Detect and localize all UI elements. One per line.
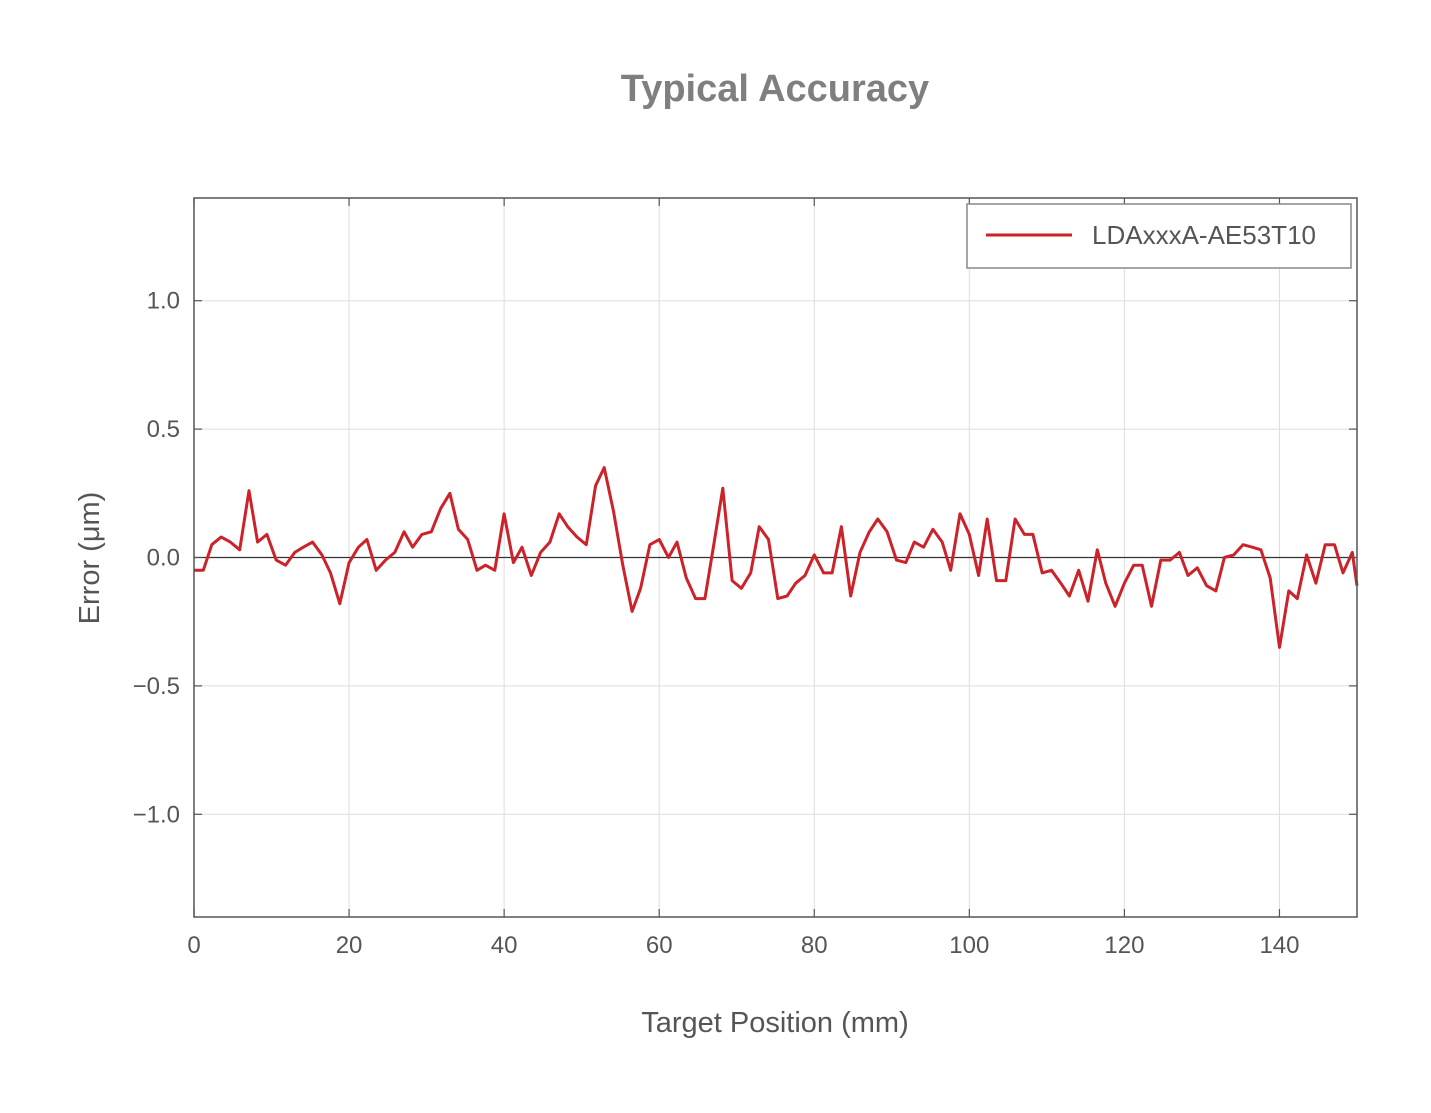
x-tick-label: 120	[1104, 932, 1144, 959]
y-tick-label: 0.0	[147, 545, 180, 572]
series-group	[194, 466, 1359, 649]
x-tick-label: 60	[646, 932, 673, 959]
x-tick-label: 140	[1259, 932, 1299, 959]
series-line	[194, 466, 1359, 649]
y-tick-label: 0.5	[147, 416, 180, 443]
y-tick-label: 1.0	[147, 288, 180, 315]
x-tick-label: 100	[949, 932, 989, 959]
y-tick-label: −0.5	[133, 673, 180, 700]
y-ticks: 1.0 0.5 0.0 −0.5 −1.0	[133, 288, 1357, 828]
x-tick-label: 40	[491, 932, 518, 959]
x-axis-label: Target Position (mm)	[641, 1007, 909, 1039]
x-tick-label: 20	[336, 932, 363, 959]
chart-title: Typical Accuracy	[621, 68, 929, 110]
legend: LDAxxxA-AE53T10	[966, 203, 1352, 269]
y-tick-label: −1.0	[133, 801, 180, 828]
legend-label: LDAxxxA-AE53T10	[1092, 220, 1316, 250]
x-tick-label: 80	[801, 932, 828, 959]
y-axis-label: Error (μm)	[74, 492, 106, 625]
x-ticks: 0 20 40 60 80 100 120 140	[187, 198, 1299, 959]
x-tick-label: 0	[187, 932, 200, 959]
